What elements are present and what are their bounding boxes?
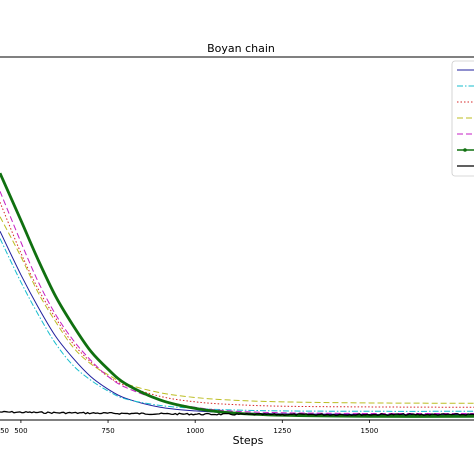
x-tick-label-2: 750 (101, 427, 114, 435)
x-tick-label-5: 1500 (361, 427, 379, 435)
legend-marker-6 (463, 148, 467, 152)
series-line-6 (0, 172, 474, 418)
chart-title: Boyan chain (207, 42, 275, 55)
x-tick-label-1: 500 (14, 427, 27, 435)
series-layer (0, 172, 474, 418)
x-tick-label-0: 250 (0, 427, 9, 435)
series-line-4 (0, 216, 474, 404)
x-ticks: 250 500 750 1000 1250 1500 (0, 420, 378, 435)
x-tick-label-3: 1000 (186, 427, 204, 435)
series-line-5 (0, 191, 474, 415)
plot-area: 250 500 750 1000 1250 1500 (0, 56, 474, 435)
series-line-3 (0, 202, 474, 408)
legend (451, 60, 474, 177)
x-axis-label: Steps (233, 434, 264, 447)
legend-box (451, 60, 474, 177)
x-tick-label-4: 1250 (273, 427, 291, 435)
series-line-7 (0, 410, 474, 417)
